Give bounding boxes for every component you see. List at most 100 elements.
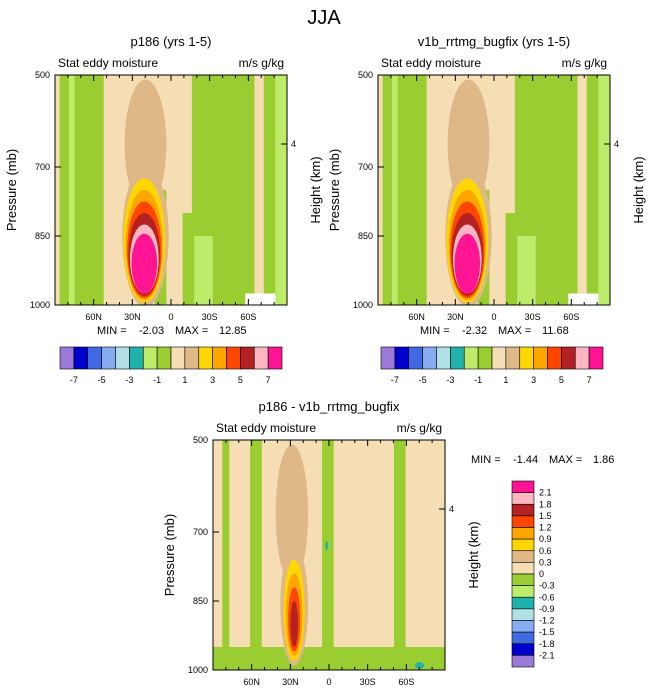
colorbar-swatch [463,346,479,370]
panel-subtitle-left: Stat eddy moisture [58,56,158,70]
y-tick-label: 500 [358,70,373,80]
x-tick-label: 60N [85,312,102,322]
panel-title: v1b_rrtmg_bugfix (yrs 1-5) [418,34,570,49]
colorbar-swatch [519,346,534,370]
colorbar-swatch [511,515,535,528]
stat-max-value: 12.85 [219,325,247,337]
colorbar: -7 -5 -3 -1 1 3 5 7 [59,346,283,385]
contour-strip-3 [322,440,334,670]
colorbar-label: 5 [559,375,564,385]
panel-1: p186 (yrs 1-5) Stat eddy moisture m/s g/kg… [4,34,323,385]
colorbar-swatch [588,346,604,370]
stat-min-label: MIN = [97,325,127,337]
colorbar-label: 1 [503,375,508,385]
y-axis-label: Pressure (mb) [327,149,342,231]
contour-neg-spot [325,541,329,551]
colorbar-swatch [198,346,213,370]
colorbar-label: -1.2 [539,616,555,626]
y-axis-label-right: Height (km) [466,521,481,588]
x-tick-label: 0 [491,312,496,322]
colorbar-swatch [226,346,241,370]
contour-strip-4 [577,75,587,305]
colorbar-label: -3 [125,375,133,385]
colorbar-label: -3 [446,375,454,385]
contour-level-13 [131,233,158,294]
stats: MIN = -2.32 MAX = 11.68 [420,325,569,337]
contour-edge-north [55,75,60,305]
colorbar-swatch [511,527,535,540]
panel-subtitle-right: m/s g/kg [397,421,442,435]
stat-max-label: MAX = [549,454,582,466]
colorbar-swatch [511,480,535,493]
colorbar-swatch [115,346,130,370]
colorbar-label: 2.1 [539,488,552,498]
colorbar-swatch [450,346,465,370]
x-tick-label: 60S [398,677,414,687]
colorbar-label: 1.5 [539,511,552,521]
colorbar-swatch [561,346,576,370]
y-tick-label: 1000 [353,300,373,310]
panel-subtitle-right: m/s g/kg [239,56,284,70]
panel-2: v1b_rrtmg_bugfix (yrs 1-5) Stat eddy mois… [327,34,646,385]
colorbar-label: 0 [539,569,544,579]
y-tick-label: 1000 [188,665,208,675]
figure-title: JJA [307,7,341,29]
colorbar-swatch [511,655,535,668]
x-tick-label: 60N [243,677,260,687]
contour-surface-band [213,647,445,670]
colorbar-swatch [511,550,535,563]
right-tick-label: 4 [614,139,619,149]
colorbar-swatch [156,346,172,370]
stat-min-value: -2.32 [462,325,487,337]
colorbar-label: -5 [419,375,427,385]
stat-min-label: MIN = [471,454,501,466]
colorbar-swatch [547,346,562,370]
right-tick-label: 4 [449,504,454,514]
stat-max-label: MAX = [498,325,531,337]
contour-patch-1 [194,236,213,305]
colorbar-swatch [533,346,548,370]
colorbar-swatch [73,346,89,370]
colorbar-swatch [212,346,227,370]
stat-min-value: -2.03 [139,325,164,337]
colorbar-swatch [129,346,144,370]
colorbar-label: -0.3 [539,581,555,591]
contour-level-13 [454,233,481,294]
colorbar-label: -1.5 [539,627,555,637]
colorbar-label: 7 [587,375,592,385]
colorbar-label: -2.1 [539,650,555,660]
contour-edge-north [378,75,383,305]
colorbar-swatch [436,346,451,370]
colorbar-swatch [511,503,535,517]
colorbar-label: 1.2 [539,523,552,533]
colorbar-swatch [101,346,116,370]
colorbar-label: 3 [531,375,536,385]
y-axis-label-right: Height (km) [308,156,323,223]
panel-subtitle-right: m/s g/kg [562,56,607,70]
colorbar-swatch [491,346,507,370]
stats: MIN = -2.03 MAX = 12.85 [97,325,247,337]
panel-title: p186 - v1b_rrtmg_bugfix [259,399,400,414]
x-tick-label: 0 [168,312,173,322]
colorbar-label: 0.9 [539,534,552,544]
panels-container: p186 (yrs 1-5) Stat eddy moisture m/s g/kg… [4,34,646,687]
colorbar-swatch [511,620,535,633]
y-axis-label-right: Height (km) [631,156,646,223]
y-tick-label: 850 [193,596,208,606]
x-tick-label: 30S [202,312,218,322]
y-tick-label: 700 [358,162,373,172]
colorbar-swatch [511,573,535,586]
colorbar-label: -0.9 [539,604,555,614]
x-tick-label: 60S [563,312,579,322]
contour-field [213,440,445,670]
colorbar-label: 0.6 [539,546,552,556]
colorbar-swatch [422,346,437,370]
colorbar-swatch [170,346,186,370]
contour-strip-3 [505,75,515,213]
colorbar-swatch [511,596,535,610]
colorbar-swatch [267,346,283,370]
y-tick-label: 700 [193,527,208,537]
y-axis-label: Pressure (mb) [4,149,19,231]
stat-min-label: MIN = [420,325,450,337]
